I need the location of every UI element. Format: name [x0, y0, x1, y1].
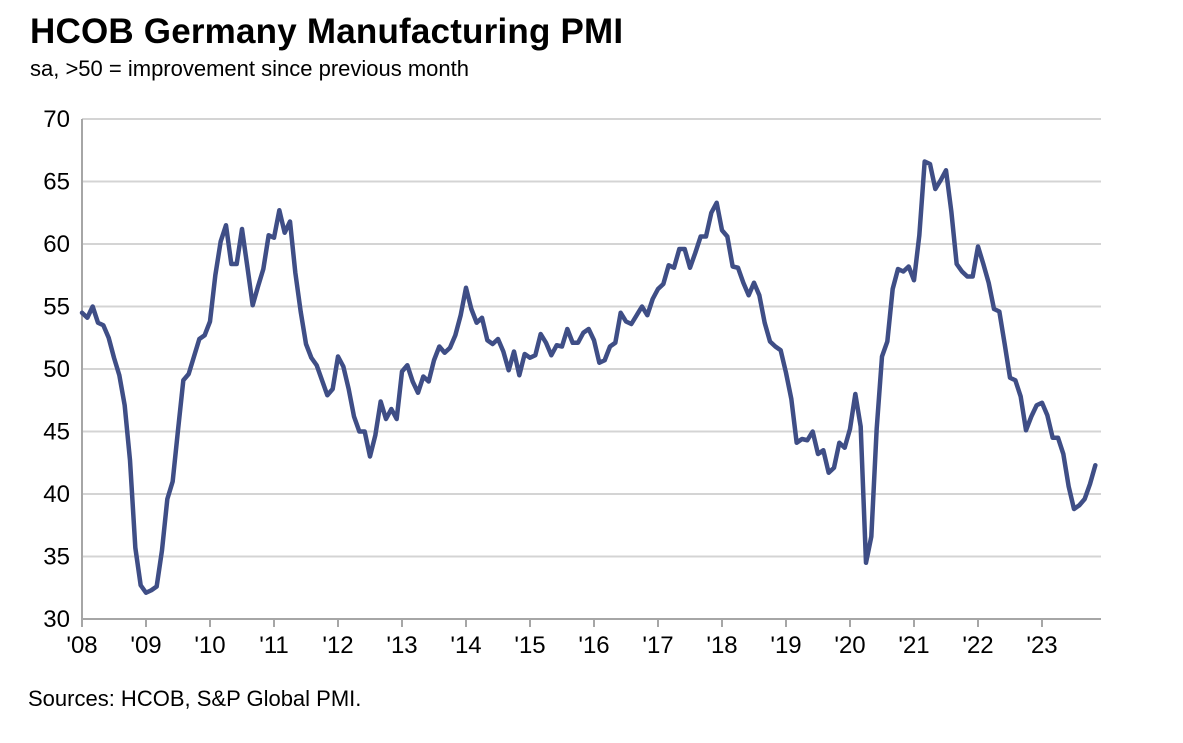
y-tick-label: 30	[43, 606, 70, 633]
x-tick-label: '11	[259, 632, 289, 659]
x-tick-label: '08	[66, 632, 97, 659]
chart-source: Sources: HCOB, S&P Global PMI.	[28, 686, 362, 711]
y-axis-ticks: 30 35 40 45 50 55 60 65 70	[43, 106, 70, 633]
x-tick-label: '14	[450, 632, 481, 659]
x-tick-label: '23	[1026, 632, 1057, 659]
x-tick-label: '20	[834, 632, 865, 659]
x-tick-label: '16	[578, 632, 609, 659]
x-axis: '08 '09 '10 '11 '12 '13 '14 '15 '16 '17 '18 '19 '20 '…	[66, 119, 1101, 659]
x-tick-label: '18	[706, 632, 737, 659]
x-tick-label: '15	[514, 632, 545, 659]
chart-title: HCOB Germany Manufacturing PMI	[30, 12, 624, 51]
y-tick-label: 65	[43, 169, 70, 196]
x-tick-label: '13	[386, 632, 417, 659]
x-tick-label: '17	[642, 632, 673, 659]
y-tick-label: 45	[43, 419, 70, 446]
x-tick-label: '09	[130, 632, 161, 659]
y-tick-label: 60	[43, 231, 70, 258]
y-tick-label: 35	[43, 544, 70, 571]
x-tick-label: '21	[898, 632, 929, 659]
x-tick-label: '10	[194, 632, 225, 659]
series-group	[79, 159, 1098, 595]
series-line-0	[79, 159, 1098, 595]
x-tick-label: '22	[962, 632, 993, 659]
chart-subtitle: sa, >50 = improvement since previous mon…	[30, 56, 470, 81]
y-tick-label: 40	[43, 481, 70, 508]
y-tick-label: 70	[43, 106, 70, 133]
x-tick-label: '12	[322, 632, 353, 659]
x-tick-label: '19	[770, 632, 801, 659]
y-tick-label: 55	[43, 294, 70, 321]
y-tick-label: 50	[43, 356, 70, 383]
